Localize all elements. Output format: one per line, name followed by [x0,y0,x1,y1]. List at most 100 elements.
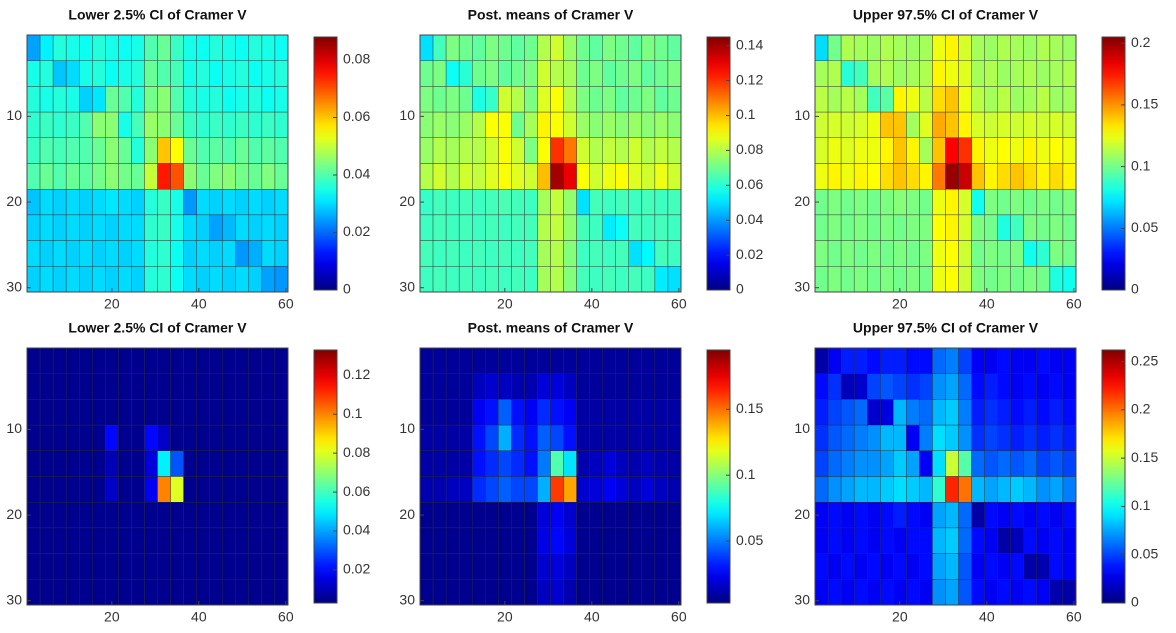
heatmap-cell [105,60,119,87]
heatmap-cell [932,399,946,426]
heatmap-cell [209,86,223,113]
heatmap-cell [550,60,564,87]
heatmap-cell [945,450,959,477]
heatmap-cell [485,399,499,426]
heatmap-cell [105,399,119,426]
heatmap-cell [589,137,603,164]
heatmap-cell [563,527,577,554]
heatmap-cell [170,347,184,374]
colorbar-tick-label: 0.04 [343,166,370,182]
heatmap-cell [1010,34,1025,61]
heatmap-cell [602,214,616,241]
colorbar [706,36,731,291]
heatmap-cell [274,527,289,554]
heatmap-cell [932,450,946,477]
heatmap-cell [248,86,263,113]
heatmap-cell [880,450,894,477]
heatmap-cell [537,266,551,293]
heatmap-cell [65,266,80,293]
heatmap-cell [52,214,67,241]
heatmap-cell [65,373,80,400]
heatmap-cell [1010,424,1025,452]
heatmap-cell [1049,111,1064,138]
heatmap-cell [628,553,643,580]
heatmap-cell [1023,266,1038,293]
heatmap-cell [274,214,289,241]
heatmap-cell [196,240,210,267]
heatmap-cell [537,553,551,580]
heatmap-cell [615,579,630,606]
heatmap-cell [563,476,577,503]
heatmap-cell [550,111,564,138]
x-tick-label: 40 [191,609,207,625]
heatmap-cell [880,214,894,241]
heatmap-cell [1023,373,1038,400]
heatmap-cell [511,476,525,503]
plot-frame [419,34,682,293]
panel-title: Post. means of Cramer V [468,320,634,336]
heatmap-cell [1049,399,1064,426]
heatmap-cell [432,214,447,241]
heatmap-cell [1062,163,1077,190]
heatmap-cell [997,399,1011,426]
heatmap-cell [576,214,590,241]
heatmap-cell [65,111,80,138]
heatmap-cell [814,137,829,164]
heatmap-cell [52,399,67,426]
heatmap-cell [222,579,237,606]
heatmap-cell [984,399,998,426]
heatmap-cell [39,553,54,580]
heatmap-cell [235,450,250,477]
heatmap-cell [997,373,1011,400]
heatmap-cell [209,34,223,61]
heatmap-cell [92,399,106,426]
heatmap-cell [196,399,210,426]
heatmap-cell [209,188,223,216]
heatmap-cell [209,240,223,267]
heatmap-cell [170,373,184,400]
colorbar-tick-label: 0.2 [1131,401,1151,417]
heatmap-cell [814,214,829,241]
heatmap-cell [118,240,132,267]
heatmap-cell [615,188,630,216]
heatmap-cell [39,137,54,164]
heatmap-cell [550,502,564,529]
heatmap-cell [853,86,868,113]
heatmap-cell [550,137,564,164]
heatmap-cell [183,60,197,87]
y-tick-label: 10 [6,420,22,436]
heatmap-cell [654,214,669,241]
heatmap-cell [131,266,145,293]
heatmap-cell [52,137,67,164]
heatmap-cell [853,579,868,606]
heatmap-cell [445,137,460,164]
heatmap-cell [39,86,54,113]
heatmap-cell [157,111,171,138]
x-tick-label: 20 [497,296,513,312]
heatmap-cell [26,399,41,426]
heatmap-cell [589,214,603,241]
heatmap-cell [261,34,276,61]
heatmap-cell [840,111,855,138]
heatmap-cell [1036,214,1051,241]
colorbar [1101,36,1126,291]
heatmap-cell [628,34,643,61]
heatmap-cell [576,266,590,293]
heatmap-cell [1023,240,1038,267]
heatmap-cell [589,240,603,267]
y-tick-label: 30 [794,278,810,294]
heatmap-cell [235,527,250,554]
heatmap-cell [1023,86,1038,113]
heatmap-cell [432,60,447,87]
heatmap-cell [261,450,276,477]
heatmap-cell [1036,137,1051,164]
heatmap-cell [971,266,985,293]
heatmap-cell [919,266,933,293]
heatmap-cell [196,214,210,241]
heatmap-cell [52,111,67,138]
heatmap-cell [628,347,643,374]
heatmap-cell [667,373,682,400]
heatmap-cell [550,347,564,374]
heatmap-cell [984,373,998,400]
heatmap-cell [1036,60,1051,87]
